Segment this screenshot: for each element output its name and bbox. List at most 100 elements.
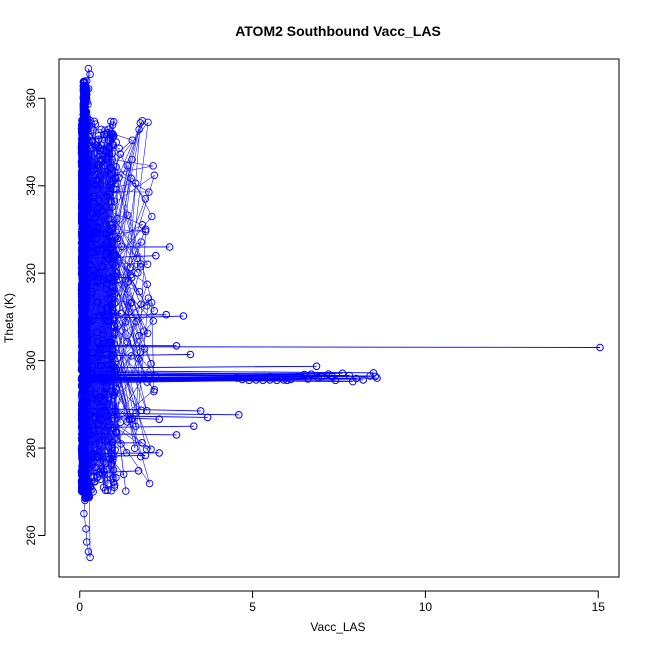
y-tick-label: 260 — [24, 525, 38, 545]
data-point — [108, 388, 117, 396]
data-point — [141, 195, 150, 203]
data-point — [150, 171, 159, 180]
series-excursion-line — [90, 408, 201, 412]
data-point — [80, 453, 88, 462]
data-point-outlier — [369, 369, 378, 377]
data-point — [78, 290, 86, 298]
data-point — [77, 321, 86, 329]
x-axis-label: Vacc_LAS — [310, 620, 365, 634]
data-point — [102, 203, 111, 211]
data-point — [88, 137, 97, 145]
data-point — [96, 361, 105, 370]
data-point — [84, 64, 93, 73]
data-point — [95, 448, 103, 456]
data-point — [78, 138, 87, 147]
data-point — [78, 220, 86, 229]
data-point — [78, 373, 86, 381]
data-point — [79, 437, 87, 446]
data-point — [80, 224, 88, 233]
data-point — [80, 299, 88, 308]
data-point — [98, 376, 107, 384]
data-point — [122, 487, 130, 495]
data-point — [78, 229, 86, 238]
data-point — [84, 547, 93, 556]
data-point — [143, 260, 152, 269]
data-point — [109, 466, 118, 474]
data-point — [79, 421, 88, 430]
data-point — [77, 381, 86, 389]
data-point — [150, 387, 158, 396]
data-point — [138, 116, 147, 125]
data-point — [79, 271, 88, 279]
data-point — [107, 130, 116, 138]
data-point — [78, 452, 87, 460]
data-point-outlier — [155, 415, 163, 424]
data-point — [86, 553, 94, 562]
data-point — [131, 179, 140, 188]
data-point — [102, 373, 111, 382]
data-point — [112, 185, 121, 194]
data-point — [93, 337, 101, 346]
data-point — [80, 393, 88, 402]
data-point-outlier — [283, 376, 291, 385]
data-point — [123, 161, 132, 170]
data-point — [101, 126, 109, 134]
data-point — [89, 197, 98, 206]
data-point — [94, 205, 102, 213]
data-point — [79, 296, 88, 304]
data-point — [113, 234, 122, 243]
y-tick-label: 300 — [24, 350, 38, 370]
data-point — [94, 143, 103, 151]
series-excursion-line — [95, 416, 160, 420]
data-point-outlier — [152, 251, 160, 260]
data-point — [100, 457, 108, 466]
series-excursion-line — [90, 470, 139, 474]
series-excursion-line — [93, 281, 129, 284]
data-point-outlier — [186, 350, 195, 359]
series-excursion-line — [88, 379, 288, 381]
data-point — [89, 348, 97, 357]
data-point — [92, 283, 100, 291]
data-point — [105, 142, 113, 151]
data-point — [86, 70, 94, 79]
data-point — [112, 298, 120, 307]
data-point — [81, 352, 90, 361]
data-point — [82, 77, 91, 85]
data-point — [78, 333, 87, 341]
y-tick-label: 340 — [24, 175, 38, 195]
data-point — [135, 332, 143, 340]
data-point — [82, 451, 91, 459]
data-point — [109, 309, 118, 318]
data-point — [81, 238, 89, 247]
data-point — [133, 254, 141, 263]
data-point — [97, 155, 106, 164]
data-point — [96, 413, 104, 422]
data-point — [93, 229, 101, 237]
data-point — [135, 125, 143, 134]
data-point — [77, 183, 86, 191]
data-point — [78, 364, 87, 373]
data-point — [145, 479, 154, 488]
data-point-outlier — [190, 422, 198, 431]
data-point — [80, 242, 88, 250]
data-point — [108, 346, 117, 355]
data-point — [83, 98, 91, 106]
data-point — [78, 243, 87, 251]
data-point — [79, 206, 88, 215]
data-point-outlier — [371, 372, 380, 381]
data-point — [85, 253, 93, 262]
data-point-outlier — [141, 451, 150, 460]
data-point — [98, 262, 107, 271]
data-point — [81, 463, 89, 471]
data-point — [78, 208, 87, 216]
data-point — [137, 452, 145, 461]
data-point — [136, 262, 145, 271]
data-point — [82, 479, 90, 487]
data-point — [77, 192, 86, 201]
data-point — [150, 307, 158, 315]
data-point — [97, 125, 105, 134]
data-point — [111, 174, 120, 183]
data-point — [82, 234, 90, 242]
data-point — [78, 169, 87, 177]
